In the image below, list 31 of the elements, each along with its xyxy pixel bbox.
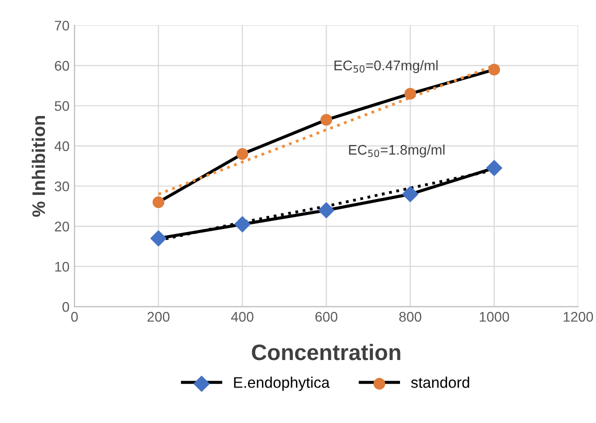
y-tick-label: 60 — [54, 60, 70, 71]
y-tick-label: 40 — [54, 141, 70, 152]
point — [152, 196, 164, 208]
y-tick-label: 70 — [54, 20, 70, 31]
y-tick-label: 30 — [54, 181, 70, 192]
point — [402, 186, 418, 202]
point — [486, 160, 502, 176]
x-tick-label: 0 — [71, 312, 78, 322]
y-tick-label: 0 — [62, 302, 70, 312]
x-axis-title: Concentration — [252, 344, 400, 360]
y-tick-label: 10 — [55, 262, 70, 272]
y-axis-title: % Inhibition — [32, 116, 46, 217]
point — [318, 202, 334, 218]
legend-label: standord — [411, 376, 470, 388]
point — [404, 88, 416, 100]
x-tick-label: 1200 — [564, 312, 594, 322]
x-tick-label: 200 — [148, 312, 170, 322]
annotation: EC$_{50}$=0.47mg/ml — [334, 60, 438, 74]
x-tick-label: 400 — [231, 312, 254, 322]
y-tick-label: 20 — [54, 222, 70, 232]
point — [234, 216, 250, 232]
x-tick-label: 600 — [315, 312, 338, 322]
x-tick-label: 1000 — [480, 312, 510, 322]
point — [150, 230, 166, 246]
point — [236, 148, 248, 160]
y-tick-label: 50 — [54, 101, 70, 111]
point — [320, 114, 332, 126]
x-tick-label: 800 — [399, 312, 422, 322]
point — [488, 64, 500, 76]
legend-label: E.endophytica — [234, 376, 330, 391]
annotation: EC$_{50}$=1.8mg/ml — [349, 144, 444, 158]
